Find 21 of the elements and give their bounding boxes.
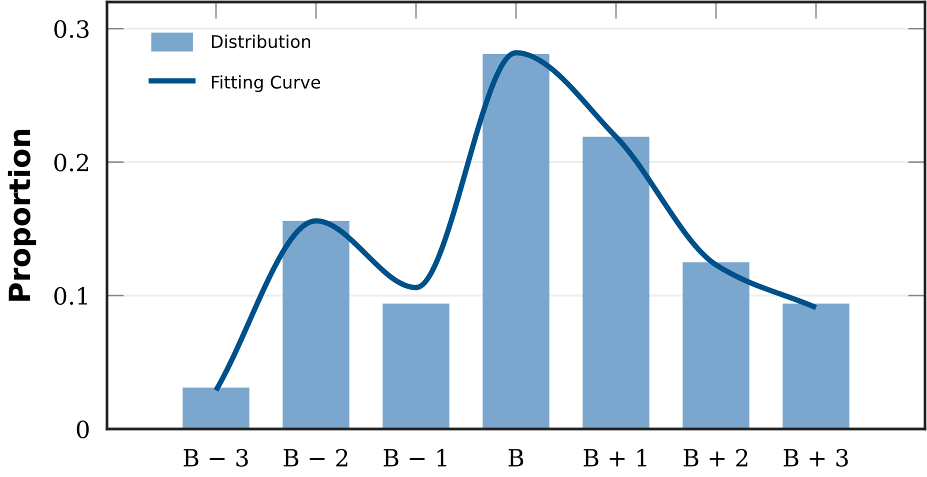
y-axis-title: Proportion [8, 130, 36, 301]
x-tick-label: B [508, 449, 524, 466]
y-tick-label: 0.1 [54, 287, 87, 305]
bar [682, 262, 750, 429]
bar [782, 304, 850, 429]
legend-label: Fitting Curve [212, 75, 320, 92]
x-tick-label: B + 2 [684, 448, 748, 466]
bar [482, 54, 550, 429]
bar [282, 220, 350, 429]
x-tick-label: B − 3 [184, 448, 248, 467]
y-tick-label: 0 [76, 420, 89, 438]
x-tick-label: B + 3 [784, 448, 848, 467]
x-tick-label: B + 1 [584, 448, 646, 466]
x-tick-label: B − 1 [384, 448, 446, 466]
bar [382, 304, 450, 429]
x-tick-label: B − 2 [284, 448, 348, 466]
legend-label: Distribution [212, 34, 310, 48]
bar [182, 388, 250, 429]
y-tick-label: 0.2 [54, 154, 88, 172]
y-tick-label: 0.3 [54, 20, 89, 38]
bar [582, 136, 650, 429]
